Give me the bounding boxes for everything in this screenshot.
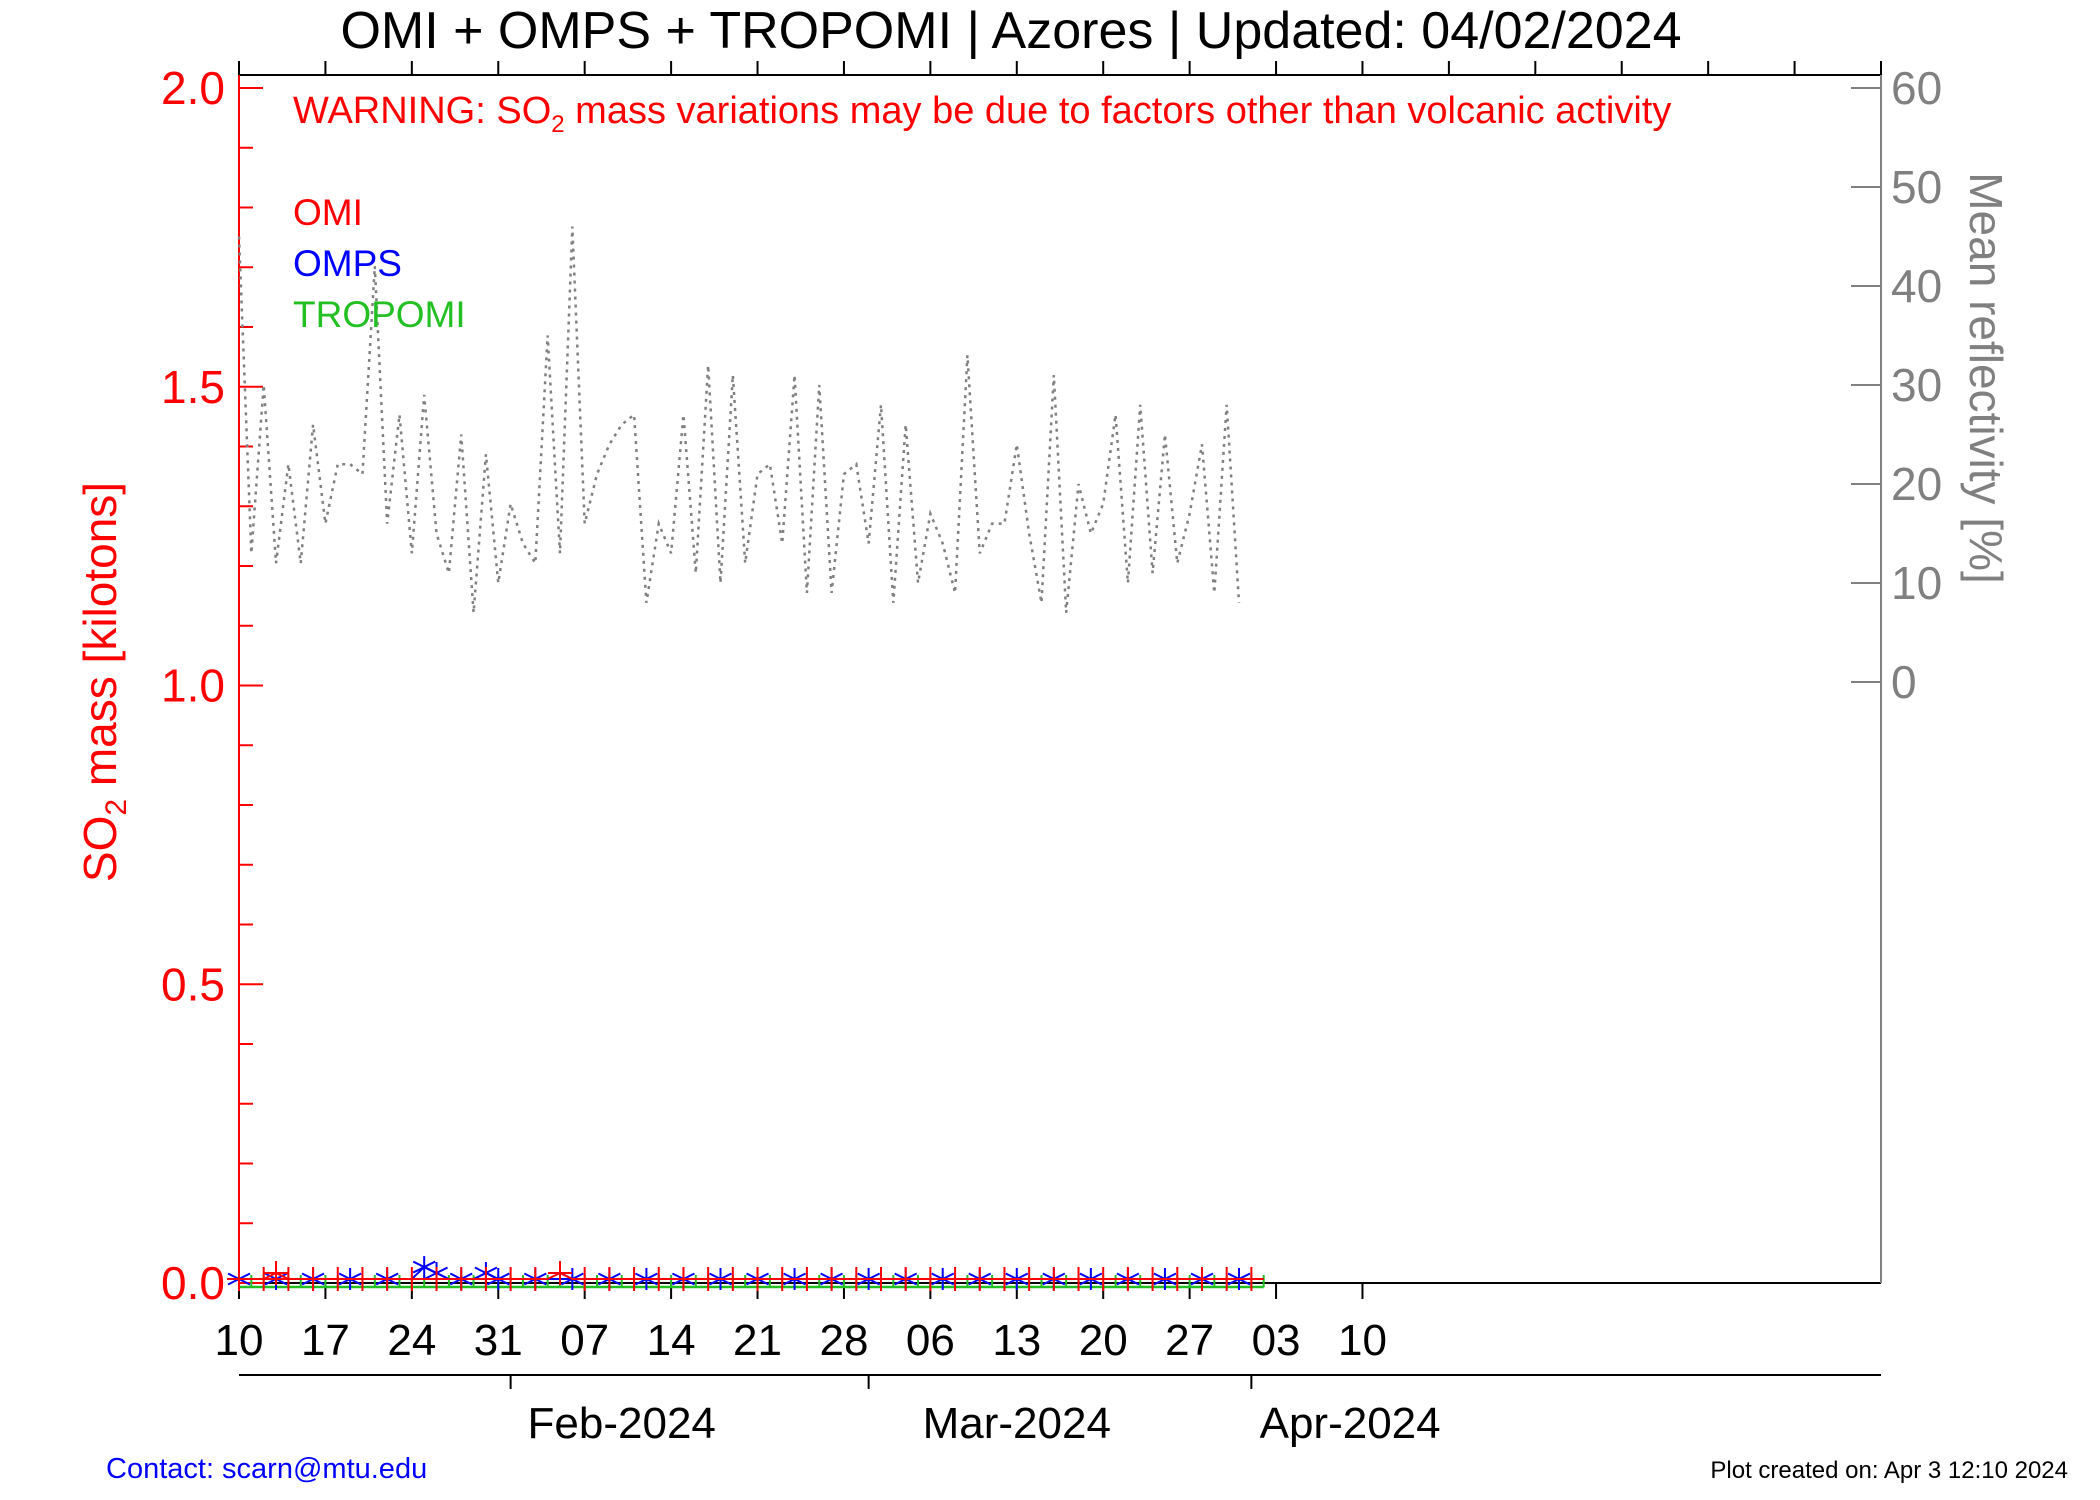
omi-point [943,1267,968,1291]
footer-created: Plot created on: Apr 3 12:10 2024 [1710,1457,2068,1484]
x-tick-label: 10 [215,1316,264,1365]
y2-tick-label: 10 [1891,557,1942,609]
reflectivity-series [237,226,1241,613]
omi-point [523,1267,548,1291]
month-label: Feb-2024 [528,1399,716,1448]
y2-axis-label: Mean reflectivity [%] [1960,172,2012,584]
omi-point [819,1267,844,1291]
omi-point [1115,1267,1140,1291]
omi-point [399,1267,424,1291]
warning-subscript: 2 [551,111,564,138]
ylabel-prefix: SO [74,816,126,882]
y-tick-label: 2.0 [161,62,225,114]
omi-point [844,1267,869,1291]
omi-point [622,1267,647,1291]
omi-point [696,1267,721,1291]
omi-point [325,1267,350,1291]
omi-point [1066,1267,1091,1291]
y2-tick-label: 60 [1891,62,1942,114]
omi-point [671,1267,696,1291]
omi-point [597,1267,622,1291]
omi-point [868,1267,893,1291]
x-tick-label: 10 [1338,1316,1387,1365]
omi-point [251,1267,276,1291]
month-label: Mar-2024 [923,1399,1111,1448]
x-tick-label: 20 [1079,1316,1128,1365]
so2-series [227,1256,1265,1291]
omi-point [1239,1267,1264,1291]
y-tick-label: 0.0 [161,1257,225,1309]
omi-point [264,1261,289,1286]
ylabel-subscript: 2 [100,799,133,816]
omi-point [1165,1267,1190,1291]
omi-point [227,1267,251,1291]
omi-point [1041,1267,1066,1291]
omi-point [770,1267,795,1291]
y2-tick-label: 40 [1891,260,1942,312]
x-tick-label: 14 [647,1316,696,1365]
omi-point [992,1267,1017,1291]
x-tick-label: 24 [387,1316,436,1365]
y-tick-label: 1.0 [161,660,225,712]
omi-point [1017,1267,1042,1291]
warning-text: WARNING: SO2 mass variations may be due … [293,90,1671,138]
omi-point [745,1267,770,1291]
month-label: Apr-2024 [1260,1399,1441,1448]
y2-tick-label: 20 [1891,458,1942,510]
omi-point [473,1267,498,1291]
y-axis-label: SO2 mass [kilotons] [74,482,133,882]
omi-point [893,1267,918,1291]
x-tick-label: 06 [906,1316,955,1365]
x-tick-label: 27 [1165,1316,1214,1365]
legend-omi: OMI [293,192,363,233]
omi-point [720,1267,745,1291]
y-tick-label: 1.5 [161,361,225,413]
warning-suffix: mass variations may be due to factors ot… [565,90,1672,132]
omi-point [646,1267,671,1291]
omi-point [1189,1267,1214,1291]
omi-point [967,1267,992,1291]
x-tick-label: 21 [733,1316,782,1365]
footer-contact[interactable]: Contact: scarn@mtu.edu [106,1453,427,1485]
omi-point [449,1267,474,1291]
omi-point [350,1267,375,1291]
x-tick-label: 17 [301,1316,350,1365]
y2-tick-label: 0 [1891,656,1917,708]
omi-point [1214,1267,1239,1291]
omi-point [918,1267,943,1291]
omi-point [794,1267,819,1291]
y2-tick-label: 50 [1891,161,1942,213]
x-tick-label: 31 [474,1316,523,1365]
omi-point [1091,1267,1116,1291]
omi-point [498,1267,523,1291]
x-tick-label: 03 [1252,1316,1301,1365]
chart-title: OMI + OMPS + TROPOMI | Azores | Updated:… [340,2,1681,60]
ylabel-suffix: mass [kilotons] [74,482,126,799]
axes: 0.0 0.5 1.0 1.5 2.0 0 10 20 30 40 50 60 10 17 24 31 07 14… [161,61,1942,1448]
reflectivity-line [237,226,1241,613]
x-tick-label: 13 [992,1316,1041,1365]
y-tick-label: 0.5 [161,958,225,1010]
legend-tropomi: TROPOMI [293,294,466,335]
omi-point [547,1261,572,1286]
omi-point [424,1267,449,1291]
omi-point [375,1267,400,1291]
omi-point [301,1267,326,1291]
warning-prefix: WARNING: SO [293,90,551,132]
x-tick-label: 07 [560,1316,609,1365]
y2-tick-label: 30 [1891,359,1942,411]
omi-point [1140,1267,1165,1291]
omi-point [572,1267,597,1291]
legend-omps: OMPS [293,243,402,284]
omi-point [276,1267,301,1291]
x-tick-label: 28 [819,1316,868,1365]
